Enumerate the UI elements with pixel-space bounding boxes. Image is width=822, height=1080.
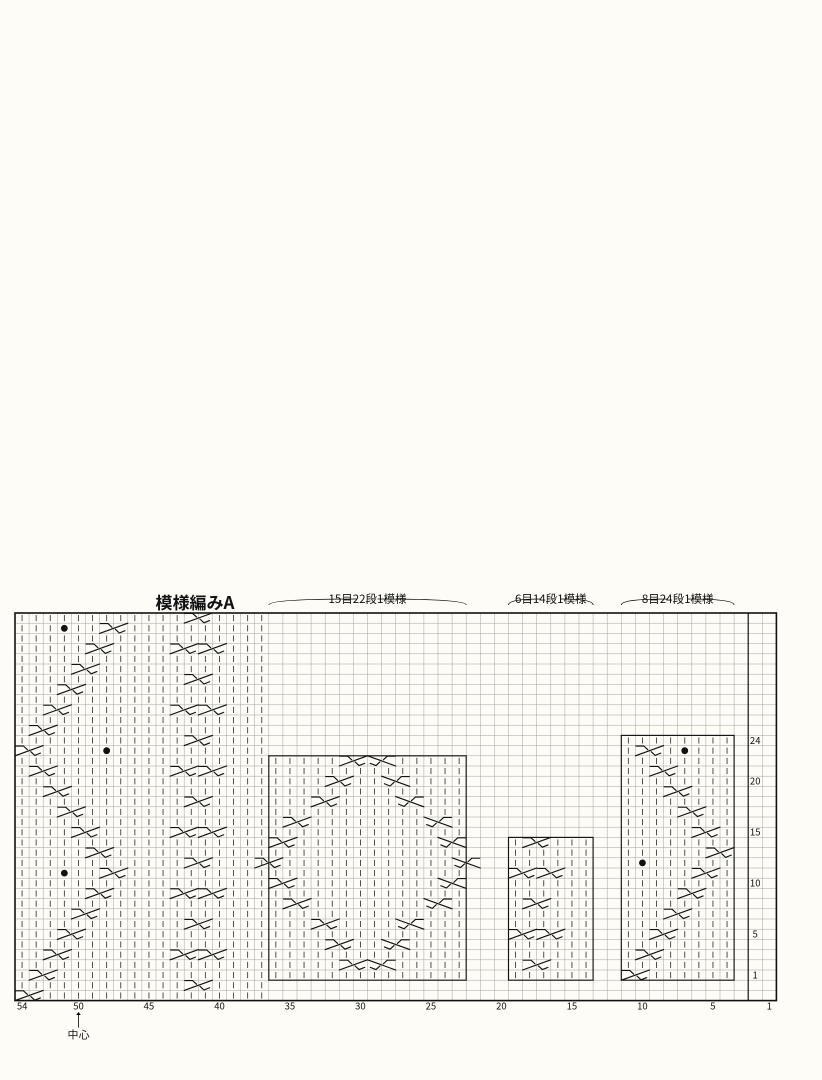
svg-text:8目24段1模様: 8目24段1模様 — [642, 591, 714, 607]
svg-text:24: 24 — [750, 733, 761, 747]
svg-text:40: 40 — [214, 999, 225, 1013]
svg-text:25: 25 — [426, 999, 437, 1013]
svg-text:15: 15 — [567, 999, 578, 1013]
svg-text:10: 10 — [750, 876, 761, 890]
svg-text:1: 1 — [753, 967, 758, 981]
svg-text:模様編みA: 模様編みA — [156, 589, 235, 614]
svg-text:20: 20 — [750, 774, 761, 788]
svg-text:35: 35 — [285, 999, 296, 1013]
svg-text:15: 15 — [750, 825, 761, 839]
svg-text:5: 5 — [710, 999, 715, 1013]
svg-text:54: 54 — [17, 999, 28, 1013]
svg-text:15目22段1模様: 15目22段1模様 — [329, 591, 407, 607]
svg-text:20: 20 — [496, 999, 507, 1013]
svg-text:中心: 中心 — [68, 1027, 90, 1043]
svg-text:30: 30 — [355, 999, 366, 1013]
svg-text:5: 5 — [753, 927, 758, 941]
svg-text:6目14段1模様: 6目14段1模様 — [515, 591, 587, 607]
svg-text:50: 50 — [73, 999, 84, 1013]
svg-text:10: 10 — [637, 999, 648, 1013]
svg-text:1: 1 — [767, 999, 772, 1013]
svg-text:45: 45 — [144, 999, 155, 1013]
